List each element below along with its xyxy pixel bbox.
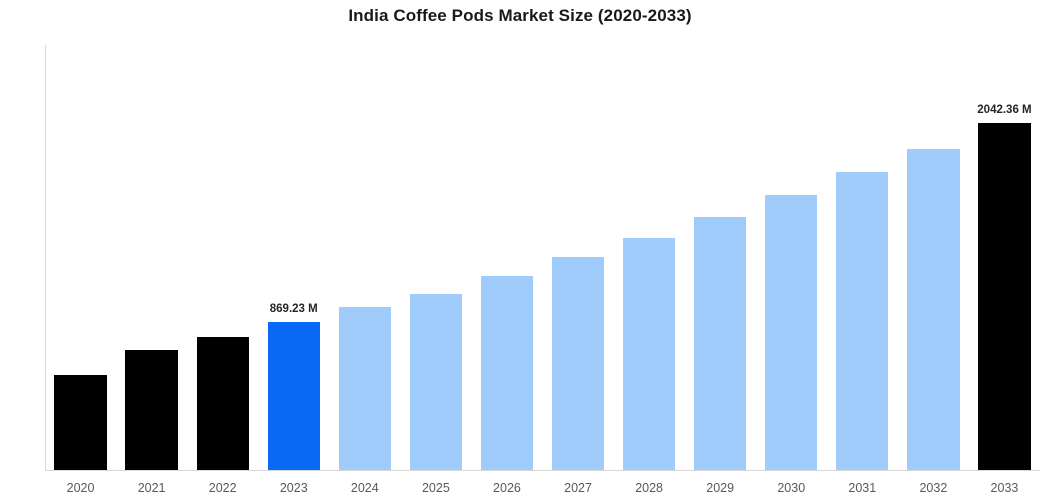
bar-slot xyxy=(551,45,605,470)
bar-2030[interactable] xyxy=(765,194,818,470)
bar-slot xyxy=(480,45,534,470)
bar-slot xyxy=(765,45,818,470)
bar-slot xyxy=(694,45,747,470)
bar-slot xyxy=(196,45,249,470)
bar-2023[interactable] xyxy=(267,322,320,470)
chart-title: India Coffee Pods Market Size (2020-2033… xyxy=(348,6,692,25)
x-axis-tick-label-2032: 2032 xyxy=(919,481,948,495)
bar-slot xyxy=(54,45,107,470)
bar-2025[interactable] xyxy=(409,294,462,470)
bar-slot xyxy=(338,45,391,470)
x-axis-tick-label-2021: 2021 xyxy=(137,481,166,495)
bar-value-label-2033: 2042.36 M xyxy=(977,103,1032,116)
x-axis-tick-label-2027: 2027 xyxy=(564,481,592,495)
bar-2031[interactable] xyxy=(836,172,889,470)
x-axis-tick-label-2022: 2022 xyxy=(208,481,237,495)
bar-2021[interactable] xyxy=(125,349,178,470)
bar-slot xyxy=(409,45,462,470)
y-axis-line xyxy=(45,45,46,471)
x-axis-tick-label-2023: 2023 xyxy=(279,481,308,495)
bar-2029[interactable] xyxy=(694,217,747,470)
x-axis-tick-label-2025: 2025 xyxy=(421,481,450,495)
bar-slot xyxy=(125,45,178,470)
bar-slot xyxy=(622,45,676,470)
bar-2033[interactable] xyxy=(978,122,1031,470)
bar-slot xyxy=(907,45,960,470)
x-axis-tick-label-2020: 2020 xyxy=(66,481,95,495)
bar-value-label-2023: 869.23 M xyxy=(269,303,318,316)
x-axis-tick-label-2026: 2026 xyxy=(493,481,521,495)
bar-slot: 2042.36 M xyxy=(977,45,1032,470)
x-axis-tick-label-2031: 2031 xyxy=(848,481,877,495)
x-axis-tick-label-2033: 2033 xyxy=(990,481,1019,495)
x-axis-tick-label-2028: 2028 xyxy=(635,481,663,495)
bar-slot xyxy=(836,45,889,470)
x-axis-tick-label-2030: 2030 xyxy=(777,481,806,495)
bar-2032[interactable] xyxy=(907,149,960,470)
bar-2024[interactable] xyxy=(338,306,391,470)
bar-2022[interactable] xyxy=(196,337,249,470)
x-axis-tick-label-2024: 2024 xyxy=(350,481,379,495)
x-axis-line xyxy=(45,470,1040,471)
bar-slot: 869.23 M xyxy=(267,45,320,470)
bar-2027[interactable] xyxy=(551,257,605,470)
bar-2026[interactable] xyxy=(480,276,534,470)
bar-2020[interactable] xyxy=(54,374,107,470)
bar-2028[interactable] xyxy=(622,237,676,470)
plot-area: 869.23 M 2042.36 M xyxy=(45,45,1040,470)
x-axis-tick-label-2029: 2029 xyxy=(706,481,735,495)
